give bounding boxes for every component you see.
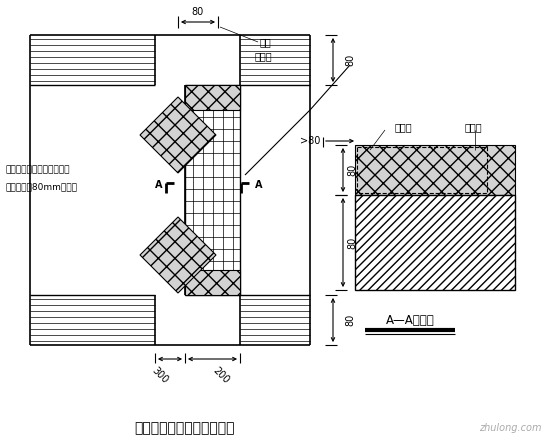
Text: 门窗洞口附加网络布示意图: 门窗洞口附加网络布示意图 [135,421,235,435]
Bar [355,195,515,290]
Text: 80: 80 [345,314,355,326]
Bar [185,270,240,295]
Text: zhulong.com: zhulong.com [479,423,542,433]
Text: 80: 80 [347,164,357,176]
Bar [185,85,240,110]
Text: 80: 80 [347,236,357,249]
Text: 与墙体接触一面用粘结砂浆: 与墙体接触一面用粘结砂浆 [5,165,69,175]
Text: 网格布: 网格布 [395,122,413,132]
Text: 80: 80 [345,54,355,66]
Text: 附加: 附加 [260,37,272,47]
Text: A: A [255,180,263,190]
Text: >80: >80 [300,136,320,146]
Bar [185,85,240,295]
Text: 挤塑板: 挤塑板 [465,122,483,132]
Text: 网格布: 网格布 [255,51,273,61]
Text: A—A剖面图: A—A剖面图 [386,314,435,326]
Text: 80: 80 [192,7,204,17]
Text: 预粘不小于80mm网格布: 预粘不小于80mm网格布 [5,183,77,191]
Text: 300: 300 [150,365,170,385]
Polygon shape [140,217,216,293]
Bar [355,145,515,195]
Polygon shape [140,97,216,173]
Text: A: A [155,180,162,190]
Bar [357,147,487,193]
Text: 200: 200 [211,365,231,385]
